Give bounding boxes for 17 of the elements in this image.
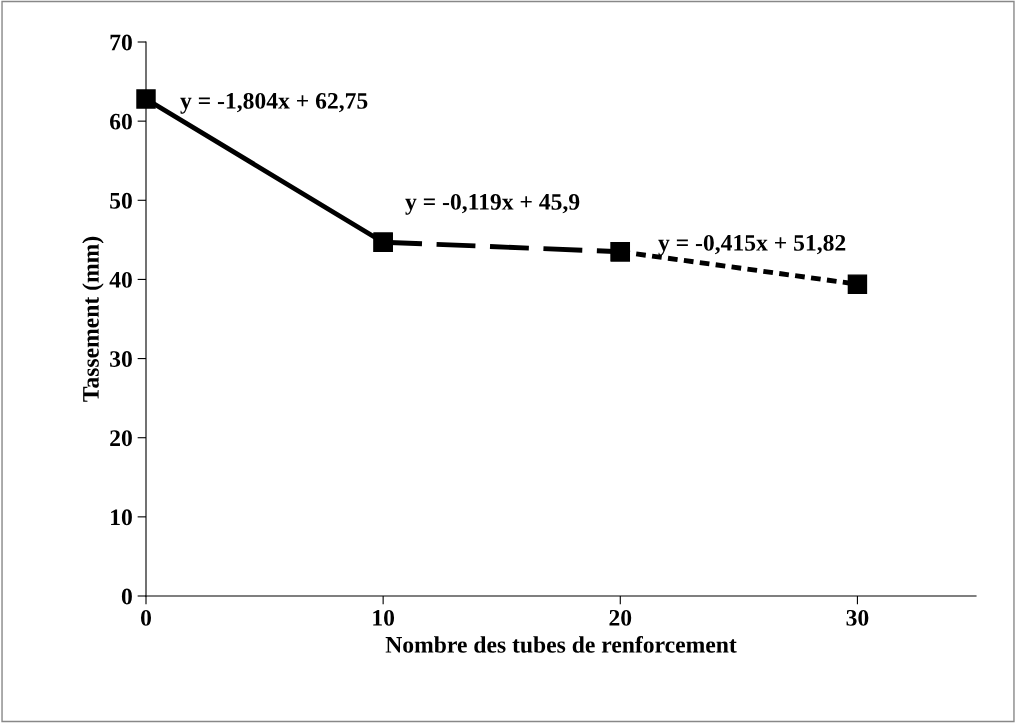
- annotation: y = -0,119x + 45,9: [405, 193, 580, 215]
- x-tick-label: 10: [373, 609, 395, 626]
- annotation: y = -0,415x + 51,82: [658, 234, 846, 256]
- x-axis-title: Nombre des tubes de renforcement: [385, 635, 737, 653]
- y-tick-label: 20: [110, 430, 132, 447]
- x-tick-label: 0: [141, 609, 151, 626]
- y-tick-label: 0: [121, 588, 132, 605]
- y-tick-label: 30: [110, 351, 132, 367]
- y-axis-title: Tassement (mm): [82, 236, 104, 402]
- x-tick-label: 30: [846, 609, 869, 626]
- y-tick-label: 40: [109, 271, 132, 288]
- x-tick-label: 20: [609, 609, 632, 626]
- y-tick-label: 50: [110, 192, 132, 209]
- annotation: y = -1,804x + 62,75: [180, 92, 368, 114]
- y-tick-label: 70: [110, 34, 132, 51]
- y-tick-label: 10: [111, 509, 132, 526]
- y-tick-label: 60: [110, 113, 132, 130]
